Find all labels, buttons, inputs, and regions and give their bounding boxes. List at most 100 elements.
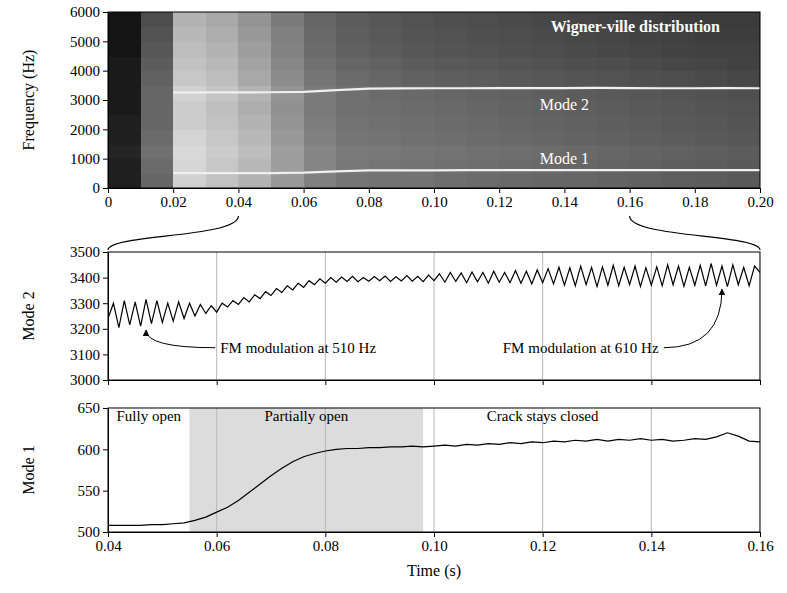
tick-label: 0.14 xyxy=(639,538,666,554)
heatmap-cell xyxy=(727,173,760,188)
heatmap-cell xyxy=(467,115,500,130)
grid-x xyxy=(108,252,760,380)
heatmap-cell xyxy=(532,115,565,130)
axis-line xyxy=(109,189,761,194)
tick-mark xyxy=(103,329,108,330)
tick: 5000 xyxy=(70,34,108,50)
heatmap-cell xyxy=(304,115,337,130)
zoom-brackets xyxy=(108,216,760,250)
heatmap-cell xyxy=(206,173,239,188)
heatmap-cell xyxy=(401,41,434,56)
heatmap-cell xyxy=(206,129,239,144)
heatmap-cell xyxy=(695,173,728,188)
axis-line xyxy=(103,253,109,381)
heatmap-cell xyxy=(336,27,369,42)
heatmap-cell xyxy=(173,71,206,86)
tick-mark xyxy=(630,188,631,193)
grid-line xyxy=(651,408,652,532)
tick-mark xyxy=(760,532,761,537)
heatmap-cell xyxy=(662,129,695,144)
heatmap-cells xyxy=(108,12,760,188)
heatmap-cell xyxy=(173,115,206,130)
heatmap-cell xyxy=(499,41,532,56)
heatmap-cell xyxy=(630,71,663,86)
labels: Fully openPartially openCrack stays clos… xyxy=(116,408,599,424)
heatmap-cell xyxy=(141,12,174,27)
heatmap-cell xyxy=(141,144,174,159)
heatmap-cell xyxy=(369,71,402,86)
heatmap-cell xyxy=(727,100,760,115)
heatmap-cell xyxy=(206,71,239,86)
heatmap-cell xyxy=(206,56,239,71)
heatmap-cell xyxy=(238,159,271,174)
heatmap-cell xyxy=(532,173,565,188)
tick: 0.14 xyxy=(639,532,666,554)
heatmap-cell xyxy=(564,41,597,56)
heatmap-cell xyxy=(238,100,271,115)
plot-frame xyxy=(108,408,760,532)
tick-label: 0.20 xyxy=(747,194,773,210)
heatmap-cell xyxy=(467,144,500,159)
grid-line xyxy=(542,408,543,532)
heatmap-cell xyxy=(662,144,695,159)
heatmap-cell xyxy=(336,144,369,159)
plot-area xyxy=(108,12,760,188)
tick xyxy=(325,380,326,385)
y-axis: 300031003200330034003500 xyxy=(70,244,109,388)
heatmap-cell xyxy=(727,56,760,71)
heatmap-cell xyxy=(108,100,141,115)
tick-label: 0.06 xyxy=(204,538,231,554)
tick-label: 0 xyxy=(93,180,101,196)
heatmap-cell xyxy=(369,115,402,130)
heatmap-cell xyxy=(564,56,597,71)
heatmap-cell xyxy=(141,27,174,42)
tick-mark xyxy=(103,303,108,304)
heatmap-cell xyxy=(336,173,369,188)
tick: 0.16 xyxy=(617,188,644,210)
axis-title: Mode 1 xyxy=(20,445,37,494)
heatmap-cell xyxy=(499,173,532,188)
tick: 6000 xyxy=(70,4,108,20)
zoom-bracket xyxy=(108,216,238,250)
heatmap-cell xyxy=(304,144,337,159)
heatmap-cell xyxy=(108,159,141,174)
tick-mark xyxy=(103,188,108,189)
heatmap-cell xyxy=(141,85,174,100)
heatmap-cell xyxy=(401,173,434,188)
tick-label: 3400 xyxy=(70,270,100,286)
tick: 3500 xyxy=(70,244,108,260)
heatmap-cell xyxy=(499,27,532,42)
heatmap-cell xyxy=(173,56,206,71)
tick-mark xyxy=(651,380,652,385)
heatmap-cell xyxy=(271,71,304,86)
x-axis xyxy=(109,380,761,385)
tick xyxy=(217,380,218,385)
tick-mark xyxy=(103,129,108,130)
tick: 0.20 xyxy=(747,188,773,210)
tick: 3000 xyxy=(70,372,108,388)
heatmap-cell xyxy=(597,173,630,188)
grid-line xyxy=(216,408,217,532)
chart-svg: Mode 2Mode 1Wigner-ville distribution00.… xyxy=(0,0,787,593)
tick-mark xyxy=(103,380,108,381)
heatmap-cell xyxy=(499,144,532,159)
heatmap-cell xyxy=(206,100,239,115)
heatmap-cell xyxy=(564,173,597,188)
heatmap-cell xyxy=(238,41,271,56)
tick: 0.08 xyxy=(356,188,382,210)
heatmap-cell xyxy=(630,115,663,130)
heatmap-cell xyxy=(727,12,760,27)
tick-mark xyxy=(434,188,435,193)
heatmap-cell xyxy=(630,173,663,188)
heatmap-cell xyxy=(662,56,695,71)
tick-mark xyxy=(103,354,108,355)
heatmap-cell xyxy=(401,27,434,42)
heatmap-cell xyxy=(369,129,402,144)
tick-label: 550 xyxy=(78,483,101,499)
tick-mark xyxy=(499,188,500,193)
chart-title: Wigner-ville distribution xyxy=(551,18,720,36)
heatmap-cell xyxy=(108,71,141,86)
heatmap-cell xyxy=(369,12,402,27)
heatmap-cell xyxy=(238,115,271,130)
heatmap-cell xyxy=(499,100,532,115)
